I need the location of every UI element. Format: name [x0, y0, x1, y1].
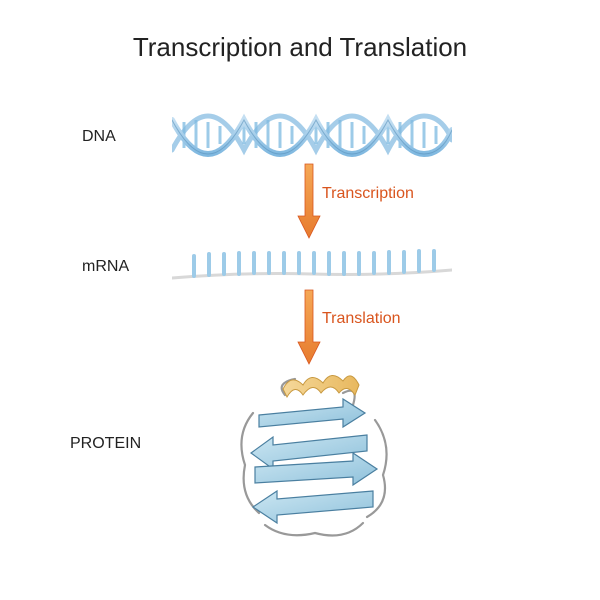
protein-structure-icon [225, 365, 405, 545]
arrow-translation-icon [294, 286, 324, 366]
diagram-title: Transcription and Translation [0, 32, 600, 63]
label-protein: PROTEIN [70, 435, 141, 453]
arrow-label-translation: Translation [322, 310, 401, 328]
mrna-strand-icon [172, 248, 452, 284]
arrow-transcription-icon [294, 160, 324, 240]
label-mrna: mRNA [82, 258, 129, 276]
dna-helix-icon [172, 110, 452, 160]
arrow-label-transcription: Transcription [322, 185, 414, 203]
label-dna: DNA [82, 128, 116, 146]
